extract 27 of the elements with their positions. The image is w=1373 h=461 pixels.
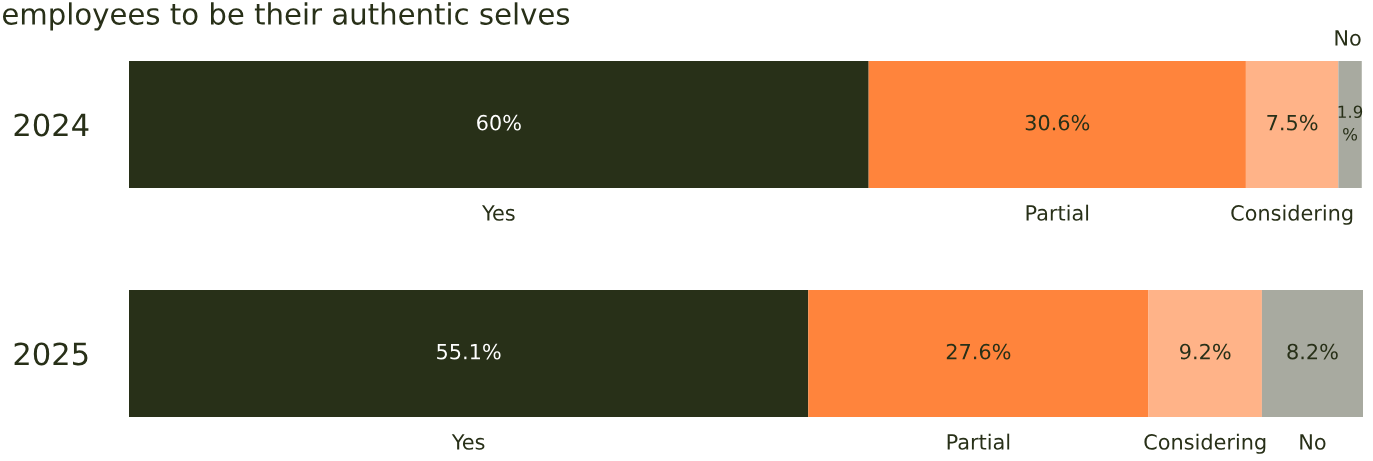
chart-title: employees to be their authentic selves	[2, 2, 570, 31]
y-tick-label: 2025	[14, 342, 88, 366]
bar	[129, 289, 809, 417]
data-label: 55.1%	[437, 343, 501, 360]
text: Partial	[947, 433, 1010, 450]
data-label: 1.9%	[1338, 105, 1363, 141]
series-label: Partial	[1026, 204, 1089, 221]
bar	[129, 60, 869, 189]
text: No	[1300, 434, 1326, 450]
bar	[1148, 289, 1262, 417]
text: Yes	[451, 434, 485, 450]
bar	[868, 60, 1246, 189]
y-tick-label: 2024	[14, 113, 89, 137]
data-label: 27.6%	[946, 343, 1011, 360]
data-label: 8.2%	[1287, 343, 1338, 360]
series-label: No	[1335, 30, 1361, 46]
data-label: 60%	[477, 114, 521, 131]
series-label: Considering	[1144, 433, 1266, 454]
text: Considering	[1231, 204, 1353, 225]
bar	[808, 289, 1149, 417]
bar	[1261, 289, 1363, 417]
series-label: Yes	[481, 205, 515, 221]
data-label: 7.5%	[1267, 114, 1318, 131]
data-label: 9.2%	[1180, 343, 1231, 360]
data-label: 30.6%	[1025, 114, 1090, 131]
bar	[1245, 60, 1339, 189]
bar	[1338, 60, 1362, 189]
